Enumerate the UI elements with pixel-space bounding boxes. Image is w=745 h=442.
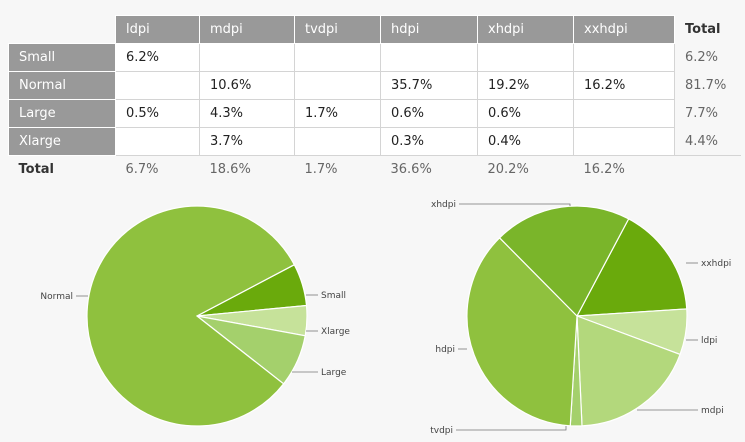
table-cell [294, 43, 381, 72]
table-cell [294, 127, 381, 156]
pie-label-tvdpi: tvdpi [430, 426, 453, 436]
pie-slice-xhdpi [498, 205, 630, 318]
pie-slice-hdpi [466, 236, 578, 427]
pie-label-small: Small [321, 291, 346, 301]
totals-spacer [674, 155, 741, 184]
table-cell: 1.7% [294, 99, 381, 128]
table-cell [477, 43, 574, 72]
pie-slice-xxhdpi [575, 218, 688, 317]
pie-chart-2: xxhdpi ldpi mdpi tvdpi hdpi xhdpi [430, 200, 731, 436]
leader-line-tvdpi [456, 426, 567, 431]
table-cell [573, 99, 675, 128]
pie-label-normal: Normal [40, 292, 73, 302]
row-header: Large [8, 99, 116, 128]
column-header: hdpi [380, 15, 478, 44]
header-row: ldpi mdpi tvdpi hdpi xhdpi xxhdpi Total [9, 15, 741, 44]
row-header: Normal [8, 71, 116, 100]
pie-label-xxhdpi: xxhdpi [701, 259, 731, 269]
pie-label-ldpi: ldpi [701, 336, 717, 346]
pie-slice-normal [86, 205, 296, 427]
column-total: 36.6% [380, 155, 478, 184]
table-cell [199, 43, 295, 72]
column-total: 20.2% [477, 155, 574, 184]
row-header: Xlarge [8, 127, 116, 156]
column-header: xhdpi [477, 15, 574, 44]
row-total: 7.7% [685, 106, 719, 121]
totals-row: Total 6.7% 18.6% 1.7% 36.6% 20.2% 16.2% [9, 155, 741, 184]
total-column-header: Total [685, 22, 721, 37]
table-cell [115, 127, 200, 156]
table-row: Small 6.2% 6.2% [8, 43, 741, 72]
pie-label-xhdpi: xhdpi [431, 200, 456, 210]
table-cell [380, 43, 478, 72]
column-total: 6.7% [115, 155, 200, 184]
pie-label-mdpi: mdpi [701, 406, 724, 416]
row-total: 81.7% [685, 78, 727, 93]
table-row: Large 0.5% 4.3% 1.7% 0.6% 0.6% 7.7% [8, 99, 741, 128]
table-cell: 16.2% [573, 71, 675, 100]
table-cell: 10.6% [199, 71, 295, 100]
pie-label-xlarge: Xlarge [321, 327, 350, 337]
column-header: xxhdpi [573, 15, 675, 44]
pie-label-large: Large [321, 368, 347, 378]
column-total: 18.6% [199, 155, 295, 184]
density-table: ldpi mdpi tvdpi hdpi xhdpi xxhdpi Total … [8, 15, 741, 184]
table-cell: 6.2% [115, 43, 200, 72]
column-total: 1.7% [294, 155, 381, 184]
row-total: 6.2% [685, 50, 719, 65]
pie-chart-1: Small Xlarge Large Normal [40, 205, 350, 427]
leader-line-xhdpi [459, 203, 571, 206]
totals-row-header: Total [18, 162, 55, 178]
table-cell: 0.5% [115, 99, 200, 128]
table-cell: 19.2% [477, 71, 574, 100]
table-cell: 0.4% [477, 127, 574, 156]
row-total: 4.4% [685, 133, 719, 149]
column-header: ldpi [115, 15, 200, 44]
table-cell [115, 71, 200, 100]
table-cell [573, 127, 675, 156]
table-cell: 0.6% [477, 99, 574, 128]
table-cell: 4.3% [199, 99, 295, 128]
pie-slice-mdpi [576, 315, 681, 427]
pie-label-hdpi: hdpi [435, 345, 455, 355]
row-header: Small [8, 43, 116, 72]
column-total: 16.2% [573, 155, 675, 184]
table-cell [573, 43, 675, 72]
table-row: Xlarge 3.7% 0.3% 0.4% 4.4% [8, 127, 741, 156]
